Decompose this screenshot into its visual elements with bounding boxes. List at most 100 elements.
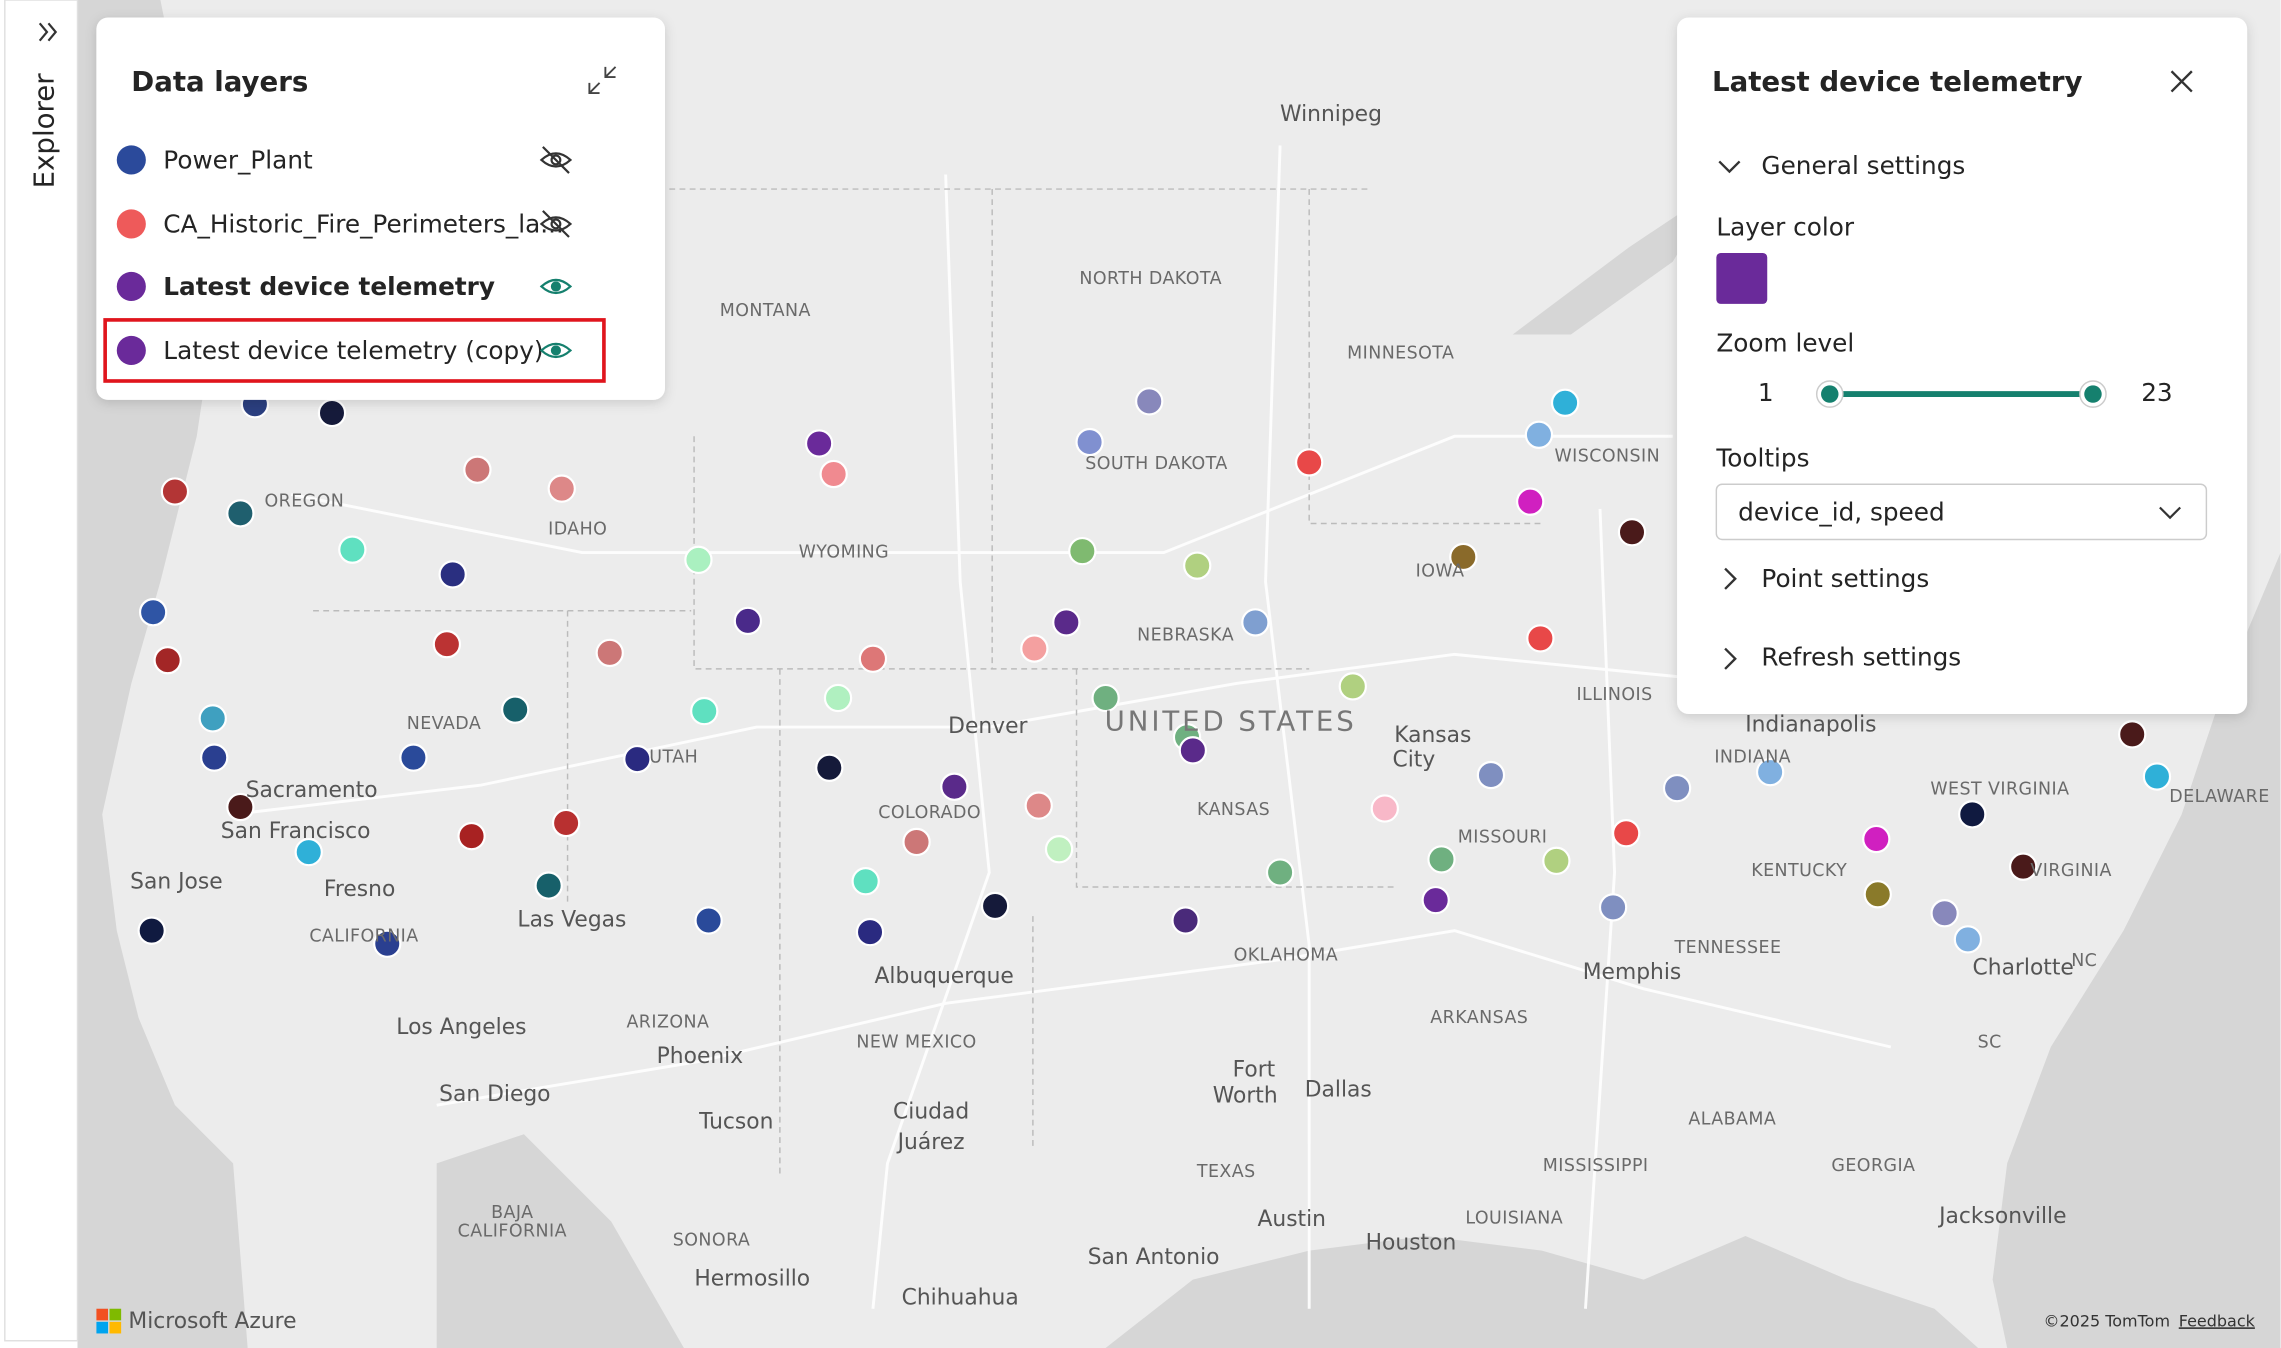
map-point[interactable] xyxy=(1178,736,1208,765)
map-point[interactable] xyxy=(1068,536,1097,566)
layer-name[interactable]: Latest device telemetry xyxy=(163,272,495,301)
map-point[interactable] xyxy=(690,696,719,726)
map-point[interactable] xyxy=(338,535,367,564)
map-point[interactable] xyxy=(1427,845,1456,874)
map-point[interactable] xyxy=(1183,551,1212,580)
map-point[interactable] xyxy=(1863,880,1892,909)
map-point[interactable] xyxy=(317,398,347,428)
section-header[interactable]: Refresh settings xyxy=(1761,643,1961,672)
map-point[interactable] xyxy=(1476,760,1506,790)
map-point[interactable] xyxy=(1135,387,1164,416)
map-point[interactable] xyxy=(137,916,166,945)
map-point[interactable] xyxy=(1171,906,1200,935)
map-point[interactable] xyxy=(138,598,168,627)
map-point[interactable] xyxy=(534,871,563,900)
feedback-link[interactable]: Feedback xyxy=(2179,1311,2256,1330)
map-point[interactable] xyxy=(1295,448,1324,477)
map-point[interactable] xyxy=(1617,518,1647,547)
map-point[interactable] xyxy=(226,792,255,822)
map-point[interactable] xyxy=(858,644,888,673)
map-point[interactable] xyxy=(153,646,182,675)
map-point[interactable] xyxy=(1524,420,1554,449)
map-point[interactable] xyxy=(804,429,834,458)
map-point[interactable] xyxy=(694,906,723,935)
map-point[interactable] xyxy=(819,459,848,489)
map-point[interactable] xyxy=(1612,819,1641,848)
map-point[interactable] xyxy=(851,867,880,896)
map-point[interactable] xyxy=(551,808,581,838)
map-point[interactable] xyxy=(160,477,190,506)
map-point[interactable] xyxy=(1091,683,1120,713)
map-point[interactable] xyxy=(294,837,323,867)
visibility-toggle[interactable] xyxy=(539,342,573,359)
collapse-button[interactable] xyxy=(588,66,617,95)
map-point[interactable] xyxy=(1526,624,1555,653)
map-point[interactable] xyxy=(623,744,652,774)
map-point[interactable] xyxy=(1421,885,1450,915)
map-point[interactable] xyxy=(733,606,763,636)
map-point[interactable] xyxy=(1338,672,1367,701)
map-point[interactable] xyxy=(684,545,713,575)
sidebar-label[interactable]: Explorer xyxy=(28,73,61,189)
map-point[interactable] xyxy=(200,743,229,772)
map-point[interactable] xyxy=(940,772,969,801)
map-point[interactable] xyxy=(1052,608,1081,637)
map-label: LOUISIANA xyxy=(1465,1209,1563,1229)
map-point[interactable] xyxy=(547,474,576,503)
map-point[interactable] xyxy=(1075,427,1104,457)
map-point[interactable] xyxy=(1542,846,1571,876)
map-label: CALIFORNIA xyxy=(458,1222,567,1242)
map-point[interactable] xyxy=(823,683,853,713)
map-point[interactable] xyxy=(1020,634,1049,663)
map-point[interactable] xyxy=(438,560,467,589)
map-point[interactable] xyxy=(1265,858,1295,887)
layer-name[interactable]: CA_Historic_Fire_Perimeters_la... xyxy=(163,209,564,238)
map-point[interactable] xyxy=(1930,899,1959,928)
map-point[interactable] xyxy=(1550,388,1580,417)
map-point[interactable] xyxy=(1370,794,1399,823)
section-header[interactable]: Point settings xyxy=(1761,564,1929,593)
map-point[interactable] xyxy=(463,455,492,484)
map-point[interactable] xyxy=(399,743,428,772)
eye-icon xyxy=(539,278,573,295)
map-point[interactable] xyxy=(902,827,931,857)
chevron[interactable] xyxy=(1718,160,1741,174)
dropdown[interactable] xyxy=(1715,483,2208,541)
map-point[interactable] xyxy=(595,638,624,668)
visibility-toggle[interactable] xyxy=(539,278,573,295)
eye-slash xyxy=(542,210,570,238)
map-point[interactable] xyxy=(2118,720,2147,749)
layer-name[interactable]: Power_Plant xyxy=(163,145,313,174)
map-point[interactable] xyxy=(1755,757,1785,787)
map-point[interactable] xyxy=(1598,893,1628,922)
map-point[interactable] xyxy=(2142,762,2172,791)
map-point[interactable] xyxy=(1662,773,1692,803)
chevron[interactable] xyxy=(1724,567,1737,590)
map-point[interactable] xyxy=(1449,542,1478,572)
map-point[interactable] xyxy=(501,695,530,724)
chevron[interactable] xyxy=(1724,647,1737,670)
map-point[interactable] xyxy=(1958,800,1987,829)
map-point[interactable] xyxy=(1024,791,1053,820)
visibility-toggle[interactable] xyxy=(539,210,573,238)
map-point[interactable] xyxy=(1241,608,1270,637)
map-point[interactable] xyxy=(432,630,462,659)
map-point[interactable] xyxy=(1862,824,1891,854)
map-point[interactable] xyxy=(457,821,486,851)
section-header[interactable]: General settings xyxy=(1761,151,1965,180)
map-point[interactable] xyxy=(2008,852,2038,881)
color-swatch[interactable] xyxy=(1716,253,1768,304)
visibility-toggle[interactable] xyxy=(539,146,573,174)
map-point[interactable] xyxy=(815,753,844,782)
expand-button[interactable] xyxy=(38,22,58,42)
map-point[interactable] xyxy=(1516,487,1545,516)
close-button[interactable] xyxy=(2170,70,2193,93)
map-point[interactable] xyxy=(1044,835,1074,864)
map-point[interactable] xyxy=(1953,925,1983,954)
map-point[interactable] xyxy=(226,499,255,528)
map-point[interactable] xyxy=(855,917,885,947)
map-point[interactable] xyxy=(198,704,227,733)
map-point[interactable] xyxy=(980,891,1010,921)
layer-name[interactable]: Latest device telemetry (copy) xyxy=(163,336,543,365)
map-point[interactable] xyxy=(373,929,402,958)
